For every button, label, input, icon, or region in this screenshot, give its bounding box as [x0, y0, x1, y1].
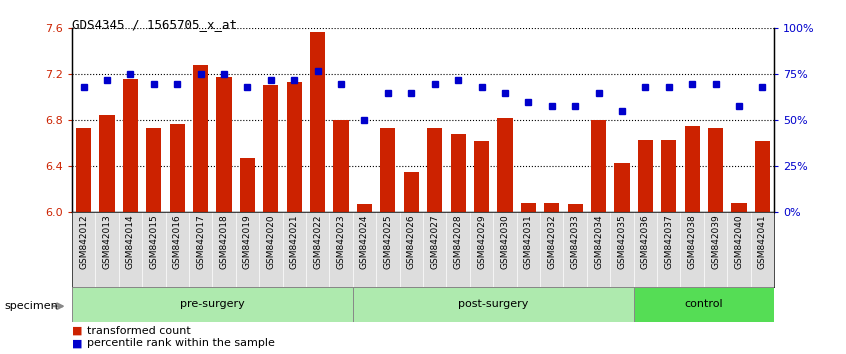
Bar: [732, 203, 746, 212]
Text: GSM842032: GSM842032: [547, 215, 556, 269]
Text: transformed count: transformed count: [87, 326, 191, 336]
Text: GSM842025: GSM842025: [383, 215, 393, 269]
Text: GSM842016: GSM842016: [173, 215, 182, 269]
Text: GSM842035: GSM842035: [618, 215, 626, 269]
Text: GSM842034: GSM842034: [594, 215, 603, 269]
Bar: [638, 140, 653, 212]
Bar: [497, 118, 513, 212]
Text: pre-surgery: pre-surgery: [180, 299, 244, 309]
Bar: [568, 204, 583, 212]
Bar: [353, 287, 634, 322]
Text: GSM842022: GSM842022: [313, 215, 322, 269]
Bar: [217, 77, 232, 212]
Text: GSM842024: GSM842024: [360, 215, 369, 269]
Bar: [544, 203, 559, 212]
Bar: [662, 140, 676, 212]
Text: GSM842029: GSM842029: [477, 215, 486, 269]
Text: GSM842028: GSM842028: [453, 215, 463, 269]
Text: specimen: specimen: [4, 301, 58, 311]
Text: GSM842021: GSM842021: [290, 215, 299, 269]
Text: percentile rank within the sample: percentile rank within the sample: [87, 338, 275, 348]
Text: GSM842039: GSM842039: [711, 215, 720, 269]
Bar: [427, 129, 442, 212]
Text: GSM842018: GSM842018: [220, 215, 228, 269]
Text: GSM842015: GSM842015: [150, 215, 158, 269]
Text: GSM842041: GSM842041: [758, 215, 766, 269]
Bar: [684, 126, 700, 212]
Text: GSM842027: GSM842027: [431, 215, 439, 269]
Bar: [708, 129, 723, 212]
Text: GSM842037: GSM842037: [664, 215, 673, 269]
Text: GDS4345 / 1565705_x_at: GDS4345 / 1565705_x_at: [72, 18, 237, 31]
Bar: [755, 141, 770, 212]
Text: GSM842026: GSM842026: [407, 215, 415, 269]
Text: GSM842014: GSM842014: [126, 215, 135, 269]
Text: GSM842023: GSM842023: [337, 215, 345, 269]
Text: GSM842019: GSM842019: [243, 215, 252, 269]
Text: GSM842017: GSM842017: [196, 215, 205, 269]
Bar: [357, 204, 372, 212]
Text: control: control: [684, 299, 723, 309]
Bar: [521, 203, 536, 212]
Bar: [310, 32, 325, 212]
Bar: [591, 120, 606, 212]
Bar: [240, 158, 255, 212]
Bar: [474, 141, 489, 212]
Bar: [170, 124, 184, 212]
Text: GSM842013: GSM842013: [102, 215, 112, 269]
Text: GSM842040: GSM842040: [734, 215, 744, 269]
Text: ■: ■: [72, 338, 82, 348]
Text: GSM842012: GSM842012: [80, 215, 88, 269]
Bar: [404, 172, 419, 212]
Bar: [263, 85, 278, 212]
Bar: [123, 79, 138, 212]
Bar: [634, 287, 774, 322]
Bar: [193, 65, 208, 212]
Text: ■: ■: [72, 326, 82, 336]
Bar: [72, 287, 353, 322]
Bar: [451, 134, 465, 212]
Bar: [146, 129, 162, 212]
Bar: [381, 129, 395, 212]
Text: GSM842036: GSM842036: [641, 215, 650, 269]
Text: GSM842020: GSM842020: [266, 215, 275, 269]
Text: GSM842030: GSM842030: [501, 215, 509, 269]
Text: GSM842033: GSM842033: [571, 215, 580, 269]
Bar: [287, 82, 302, 212]
Bar: [614, 163, 629, 212]
Bar: [76, 129, 91, 212]
Text: GSM842031: GSM842031: [524, 215, 533, 269]
Text: GSM842038: GSM842038: [688, 215, 696, 269]
Bar: [333, 120, 349, 212]
Bar: [100, 115, 114, 212]
Text: post-surgery: post-surgery: [458, 299, 529, 309]
